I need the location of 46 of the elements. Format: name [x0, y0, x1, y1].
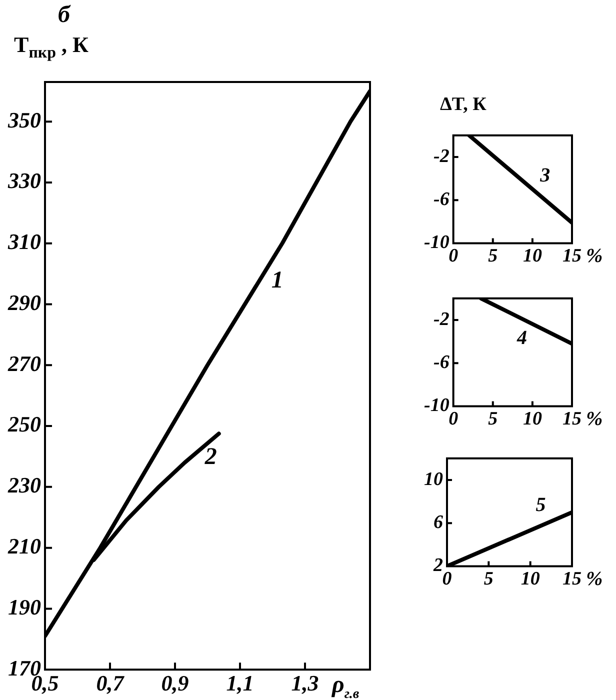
x-tick-label: 5: [488, 408, 498, 430]
x-tick-label: 0: [448, 408, 459, 430]
y-tick-label: 210: [7, 534, 41, 559]
x-tick-label: 1,1: [226, 670, 254, 696]
y-axis-title: T$_{пкр}$ , К: [13, 31, 90, 62]
y-tick-label: 6: [434, 512, 444, 533]
x-tick-label: 5: [488, 246, 498, 267]
x-axis-title: %: [586, 245, 603, 268]
x-tick-label: 10: [520, 568, 540, 590]
series-label: 4: [516, 326, 527, 349]
series-label: 5: [536, 494, 546, 516]
y-tick-label: 310: [7, 229, 41, 254]
y-tick-label: 250: [7, 412, 41, 437]
y-tick-label: 290: [7, 290, 41, 315]
x-axis-title: %: [586, 568, 603, 592]
x-tick-label: 15: [562, 408, 582, 430]
y-tick-label: 270: [7, 350, 41, 376]
series-label: 2: [204, 444, 217, 470]
y-tick-label: -6: [434, 352, 450, 373]
x-axis-title: ρ$_{г.в}$: [332, 672, 360, 700]
x-tick-label: 10: [522, 408, 542, 430]
y-tick-label: -10: [424, 232, 450, 254]
x-tick-label: 0,9: [161, 670, 189, 696]
x-tick-label: 15: [562, 246, 582, 267]
y-tick-label: 330: [7, 168, 41, 194]
x-tick-label: 10: [522, 246, 542, 267]
y-tick-label: 10: [424, 468, 444, 490]
x-tick-label: 1,3: [291, 670, 319, 696]
y-tick-label: -6: [434, 188, 450, 210]
y-axis-title: ΔT, К: [439, 93, 488, 117]
y-tick-label: -2: [434, 146, 450, 167]
x-tick-label: 0,7: [96, 670, 125, 696]
x-tick-label: 0: [448, 246, 459, 267]
y-tick-label: 230: [7, 472, 41, 498]
y-tick-label: 2: [432, 555, 444, 576]
x-tick-label: 5: [484, 568, 494, 590]
chart-title: б: [57, 1, 72, 30]
series-label: 1: [271, 268, 284, 294]
y-tick-label: -2: [434, 308, 450, 330]
y-tick-label: -10: [424, 395, 450, 416]
x-tick-label: 0: [442, 568, 452, 590]
series-label: 3: [539, 164, 550, 187]
x-axis-title: %: [586, 408, 603, 432]
x-tick-label: 15: [562, 568, 582, 590]
y-tick-label: 350: [7, 107, 41, 132]
y-tick-label: 190: [8, 594, 41, 620]
